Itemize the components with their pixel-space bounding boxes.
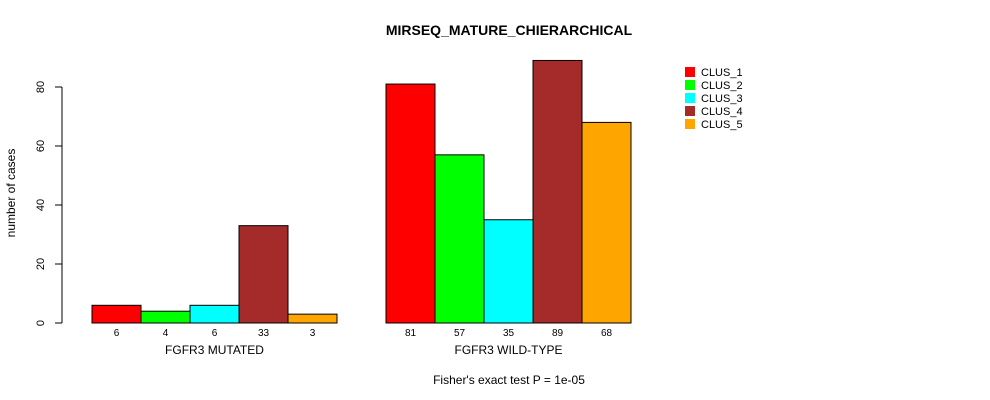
legend-swatch [685, 119, 695, 129]
bar-clus-1 [385, 83, 436, 324]
bars [91, 59, 632, 324]
y-axis: 0 20 40 60 80 [35, 81, 63, 326]
bar-value-label: 89 [552, 328, 564, 339]
bar-clus-5 [287, 313, 338, 324]
y-tick-label: 80 [35, 81, 47, 93]
chart-title: MIRSEQ_MATURE_CHIERARCHICAL [386, 22, 633, 38]
legend-swatch [685, 93, 695, 103]
bar-clus-4 [532, 59, 583, 324]
legend-label: CLUS_2 [701, 80, 743, 92]
y-tick-label: 60 [35, 140, 47, 152]
bar-value-label: 35 [503, 328, 515, 339]
bar-value-label: 6 [212, 328, 218, 339]
group-label: FGFR3 WILD-TYPE [454, 343, 562, 357]
legend-label: CLUS_3 [701, 93, 743, 105]
y-tick-label: 20 [35, 258, 47, 270]
legend-label: CLUS_5 [701, 119, 743, 131]
bar-value-label: 33 [258, 328, 270, 339]
bar-value-labels: 6 4 6 33 3 81 57 35 89 68 [114, 328, 613, 339]
group-labels: FGFR3 MUTATED FGFR3 WILD-TYPE [165, 343, 562, 357]
bar-value-label: 68 [601, 328, 613, 339]
bar-value-label: 81 [405, 328, 417, 339]
legend-swatch [685, 67, 695, 77]
legend-label: CLUS_1 [701, 67, 743, 79]
legend-label: CLUS_4 [701, 106, 743, 118]
bar-value-label: 57 [454, 328, 466, 339]
bar-value-label: 6 [114, 328, 120, 339]
bar-value-label: 4 [163, 328, 169, 339]
y-tick-label: 0 [35, 320, 47, 326]
legend-swatch [685, 80, 695, 90]
bar-clus-2 [434, 154, 485, 324]
footnote: Fisher's exact test P = 1e-05 [433, 373, 585, 387]
y-axis-label: number of cases [4, 149, 18, 238]
bar-clus-2 [140, 310, 191, 324]
y-tick-label: 40 [35, 199, 47, 211]
bar-value-label: 3 [310, 328, 316, 339]
bar-clus-3 [189, 304, 240, 324]
bar-clus-4 [238, 225, 289, 324]
group-label: FGFR3 MUTATED [165, 343, 264, 357]
bar-clus-1 [91, 304, 142, 324]
legend-swatch [685, 106, 695, 116]
bar-clus-3 [483, 219, 534, 324]
bar-clus-5 [581, 121, 632, 324]
